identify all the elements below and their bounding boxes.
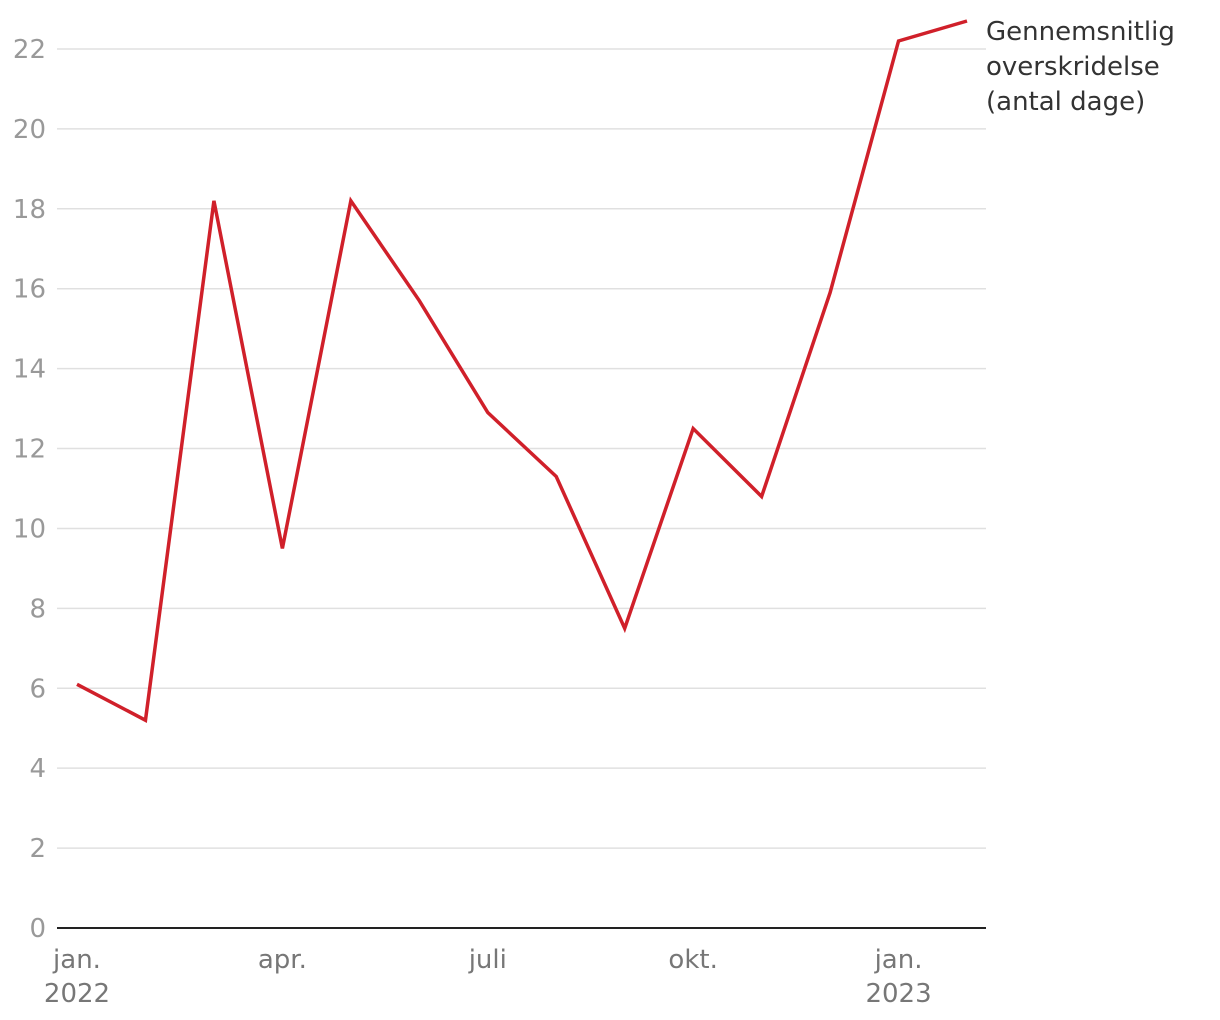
series-label: Gennemsnitlig overskridelse (antal dage): [986, 17, 1175, 117]
x-tick-label-line: juli: [468, 945, 507, 975]
y-tick-label: 0: [29, 914, 46, 944]
x-tick-label-line: 2023: [865, 979, 931, 1009]
y-tick-label: 20: [13, 115, 46, 145]
y-tick-label: 10: [13, 514, 46, 544]
y-tick-label: 8: [29, 594, 46, 624]
y-tick-label: 22: [13, 35, 46, 65]
x-tick-label: apr.: [258, 945, 307, 975]
series-label-line: overskridelse: [986, 52, 1160, 82]
x-tick-label: jan. 2022: [44, 945, 110, 1009]
series-label-line: (antal dage): [986, 87, 1145, 117]
x-tick-label-line: jan.: [874, 945, 923, 975]
y-tick-label: 12: [13, 435, 46, 465]
y-tick-label: 16: [13, 275, 46, 305]
y-tick-label: 18: [13, 195, 46, 225]
series-label-line: Gennemsnitlig: [986, 17, 1175, 47]
y-tick-label: 2: [29, 834, 46, 864]
x-tick-label: juli: [468, 945, 507, 975]
y-tick-label: 6: [29, 674, 46, 704]
y-tick-label: 4: [29, 754, 46, 784]
x-tick-label: jan. 2023: [865, 945, 931, 1009]
line: [76, 19, 968, 723]
x-tick-label-line: apr.: [258, 945, 307, 975]
y-tick-label: 14: [13, 355, 46, 385]
x-tick-label: okt.: [668, 945, 717, 975]
x-tick-label-line: 2022: [44, 979, 110, 1009]
x-tick-label-line: jan.: [52, 945, 101, 975]
x-tick-label-line: okt.: [668, 945, 717, 975]
